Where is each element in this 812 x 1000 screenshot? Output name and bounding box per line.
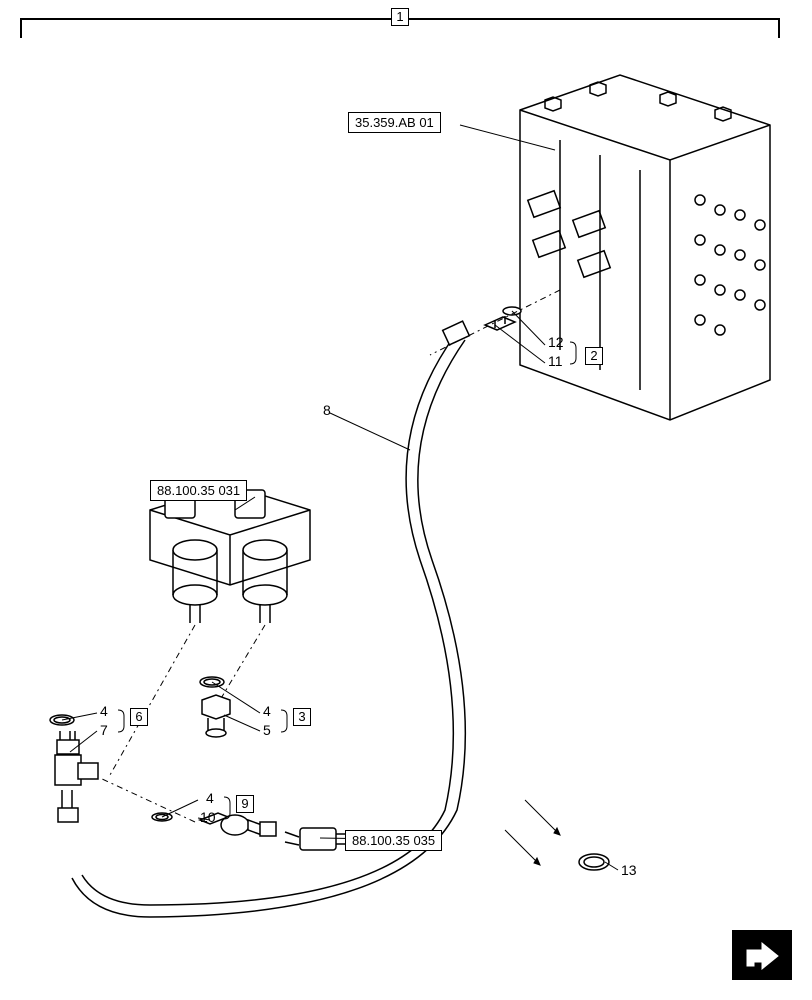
callout-11: 11 bbox=[548, 353, 563, 369]
ref-valve-block: 35.359.AB 01 bbox=[348, 112, 441, 133]
callout-5: 5 bbox=[263, 722, 271, 738]
bracket-2: 2 bbox=[585, 347, 603, 365]
fitting-11 bbox=[485, 307, 521, 330]
ref-solenoid: 88.100.35 031 bbox=[150, 480, 247, 501]
callout-13: 13 bbox=[621, 862, 637, 878]
callout-8: 8 bbox=[323, 402, 331, 418]
next-page-icon[interactable] bbox=[732, 930, 792, 980]
clip-shape bbox=[579, 854, 609, 870]
callout-12: 12 bbox=[548, 334, 564, 350]
bracket-3: 3 bbox=[293, 708, 311, 726]
ref-sensor: 88.100.35 035 bbox=[345, 830, 442, 851]
bracket-6: 6 bbox=[130, 708, 148, 726]
parts-diagram: 1 bbox=[0, 0, 812, 1000]
bracket-9: 9 bbox=[236, 795, 254, 813]
callout-7: 7 bbox=[100, 722, 108, 738]
connector-shape bbox=[285, 828, 354, 850]
callout-4c: 4 bbox=[206, 790, 214, 806]
tee-fitting-shape bbox=[55, 731, 98, 822]
callout-4a: 4 bbox=[100, 703, 108, 719]
callout-4b: 4 bbox=[263, 703, 271, 719]
callout-10: 10 bbox=[200, 809, 216, 825]
solenoid-valve-shape bbox=[150, 485, 310, 623]
leader-lines bbox=[62, 125, 618, 870]
pair-brackets bbox=[118, 342, 576, 819]
